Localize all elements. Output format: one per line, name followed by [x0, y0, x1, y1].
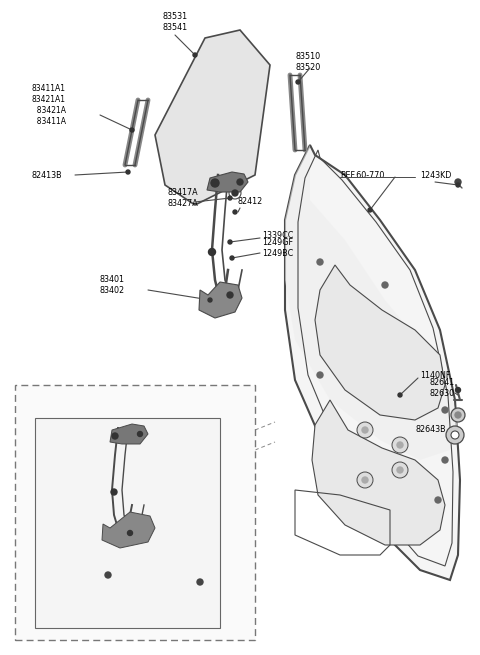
Polygon shape [312, 400, 445, 545]
Circle shape [230, 256, 234, 260]
Text: 83401
83402: 83401 83402 [100, 275, 125, 295]
Circle shape [382, 282, 388, 288]
Text: 83411A1
83421A1
  83421A
  83411A: 83411A1 83421A1 83421A 83411A [32, 84, 66, 126]
Circle shape [211, 179, 219, 187]
Circle shape [442, 407, 448, 413]
Circle shape [228, 196, 232, 200]
Text: REF.60-770: REF.60-770 [340, 170, 384, 179]
Text: 1339CC: 1339CC [262, 231, 293, 240]
Text: 1339CC: 1339CC [30, 523, 61, 533]
Polygon shape [199, 282, 242, 318]
Circle shape [317, 259, 323, 265]
Circle shape [368, 208, 372, 212]
Text: 82412: 82412 [238, 198, 263, 206]
Circle shape [296, 80, 300, 84]
Circle shape [130, 128, 134, 132]
Circle shape [455, 412, 461, 418]
Circle shape [357, 422, 373, 438]
Text: 83417A
83427A: 83417A 83427A [168, 188, 199, 208]
Text: 1339CC: 1339CC [168, 578, 199, 588]
Circle shape [392, 462, 408, 478]
Text: 82413B: 82413B [32, 170, 62, 179]
Circle shape [442, 457, 448, 463]
Circle shape [456, 388, 460, 392]
Circle shape [455, 179, 461, 185]
Text: 82643B: 82643B [415, 426, 445, 434]
Circle shape [111, 489, 117, 495]
Circle shape [446, 426, 464, 444]
Text: 1140NF: 1140NF [420, 371, 450, 379]
Circle shape [128, 531, 132, 536]
Circle shape [362, 477, 368, 483]
Polygon shape [315, 265, 445, 420]
Circle shape [130, 506, 134, 510]
Circle shape [227, 292, 233, 298]
FancyBboxPatch shape [35, 418, 220, 628]
Circle shape [456, 183, 460, 187]
Circle shape [123, 426, 127, 430]
Circle shape [106, 526, 110, 530]
Polygon shape [102, 512, 155, 548]
Text: 1243KD: 1243KD [420, 170, 451, 179]
Text: 1249GF
1249BC: 1249GF 1249BC [262, 238, 293, 258]
Circle shape [197, 582, 203, 588]
Circle shape [397, 442, 403, 448]
Polygon shape [207, 172, 248, 192]
Circle shape [451, 431, 459, 439]
Polygon shape [285, 145, 458, 460]
Circle shape [392, 437, 408, 453]
Circle shape [197, 579, 203, 585]
Circle shape [435, 497, 441, 503]
Circle shape [228, 240, 232, 244]
Text: 82641
82630: 82641 82630 [430, 378, 455, 398]
FancyBboxPatch shape [15, 385, 255, 640]
Circle shape [208, 248, 216, 255]
Text: 83401
83402: 83401 83402 [108, 395, 132, 415]
Circle shape [208, 298, 212, 302]
Text: (W/POWER WINDOW): (W/POWER WINDOW) [22, 388, 107, 398]
Circle shape [105, 572, 111, 578]
Polygon shape [155, 30, 270, 205]
Circle shape [193, 53, 197, 57]
Polygon shape [285, 145, 460, 580]
Circle shape [398, 393, 402, 397]
Circle shape [126, 170, 130, 174]
Circle shape [232, 190, 238, 196]
Circle shape [317, 372, 323, 378]
Text: 98810D
98820D: 98810D 98820D [148, 480, 180, 500]
Text: 82424A: 82424A [125, 561, 156, 569]
Circle shape [451, 408, 465, 422]
Text: 83510
83520: 83510 83520 [295, 52, 320, 72]
Circle shape [362, 427, 368, 433]
Circle shape [112, 433, 118, 439]
Circle shape [357, 472, 373, 488]
Text: 83531
83541: 83531 83541 [162, 12, 188, 32]
Circle shape [237, 179, 243, 185]
Circle shape [128, 546, 132, 550]
Circle shape [397, 467, 403, 473]
Circle shape [233, 210, 237, 214]
Circle shape [137, 432, 143, 436]
Polygon shape [110, 424, 148, 444]
